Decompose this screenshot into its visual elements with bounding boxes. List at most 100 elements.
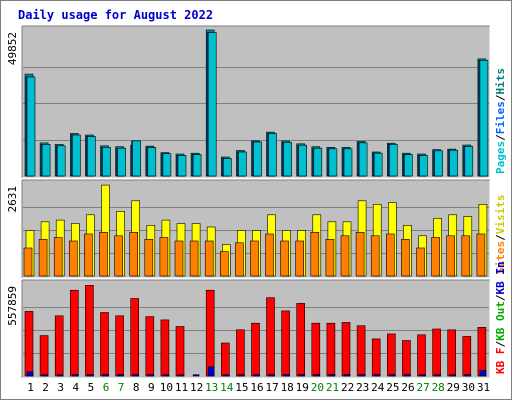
bar-visits-sites-10	[159, 237, 169, 277]
bar-hits-pages-30	[464, 146, 474, 177]
bar-kbytes-kb-in-29	[449, 374, 457, 377]
x-tick-label-13: 13	[205, 381, 218, 394]
bar-visits-sites-24	[370, 235, 380, 277]
bar-visits-sites-13	[204, 240, 214, 277]
panel-kbytes-legend-item-2: KB Out	[494, 301, 507, 341]
bar-kbytes-kb-in-25	[388, 374, 396, 377]
bar-visits-sites-22	[340, 235, 350, 277]
bar-kbytes-kb-in-13	[207, 366, 215, 377]
bar-kbytes-kb-in-26	[404, 374, 411, 377]
bar-hits-pages-27	[419, 155, 428, 177]
bar-kbytes-kb-f-7	[115, 315, 124, 377]
bar-hits-pages-5	[87, 136, 96, 177]
bar-visits-sites-23	[355, 232, 365, 277]
bar-visits-sites-28	[431, 237, 440, 277]
bar-hits-pages-20	[313, 147, 323, 177]
bar-kbytes-kb-f-11	[175, 326, 185, 377]
chart-panels: 49852Pages/Files/Hits2631Sites/Visits557…	[6, 25, 507, 379]
bar-hits-pages-1	[26, 76, 36, 177]
bar-kbytes-kb-in-15	[238, 374, 245, 377]
x-tick-label-27: 27	[416, 381, 429, 394]
panel-visits-max-label: 2631	[6, 186, 19, 213]
bar-kbytes-kb-f-15	[236, 329, 245, 377]
bar-kbytes-kb-f-13	[205, 289, 215, 377]
panel-visits-legend-item-1: /	[494, 234, 507, 241]
bar-kbytes-kb-f-10	[160, 319, 170, 377]
series-visits-sites	[23, 232, 486, 277]
bar-kbytes-kb-f-31	[477, 326, 487, 377]
x-tick-label-20: 20	[311, 381, 324, 394]
bar-kbytes-kb-f-17	[266, 297, 275, 377]
bar-visits-sites-3	[53, 237, 63, 277]
bar-hits-pages-3	[56, 145, 66, 177]
bar-hits-pages-8	[132, 140, 141, 177]
bar-visits-sites-31	[476, 233, 486, 277]
bar-kbytes-kb-f-24	[371, 338, 381, 377]
bar-hits-pages-7	[117, 147, 126, 177]
x-tick-label-6: 6	[103, 381, 110, 394]
bar-visits-sites-26	[401, 239, 410, 277]
bar-kbytes-kb-in-17	[268, 374, 275, 377]
bar-kbytes-kb-in-22	[343, 374, 351, 377]
bar-visits-sites-2	[38, 239, 48, 277]
series-hits-pages	[26, 32, 489, 177]
panel-hits-legend-item-3: /	[494, 94, 507, 101]
bar-visits-sites-16	[250, 240, 259, 277]
panel-visits-legend-item-0: Sites	[494, 241, 507, 274]
x-tick-label-5: 5	[88, 381, 95, 394]
series-kbytes-kb-in	[26, 366, 487, 377]
bar-kbytes-kb-in-30	[464, 374, 472, 377]
bar-hits-pages-6	[102, 147, 111, 177]
bar-kbytes-kb-f-19	[296, 303, 306, 377]
x-tick-label-8: 8	[133, 381, 140, 394]
x-tick-label-21: 21	[326, 381, 339, 394]
bar-kbytes-kb-in-28	[434, 374, 441, 377]
panel-visits-legend-item-2: Visits	[494, 195, 507, 235]
bar-kbytes-kb-in-19	[298, 374, 306, 377]
bar-hits-pages-11	[177, 155, 187, 177]
bar-visits-sites-14	[220, 251, 229, 277]
x-tick-label-11: 11	[175, 381, 188, 394]
bar-hits-pages-2	[41, 144, 51, 177]
bar-kbytes-kb-in-24	[373, 374, 381, 377]
x-tick-label-16: 16	[250, 381, 263, 394]
bar-kbytes-kb-in-31	[479, 369, 487, 377]
bar-hits-pages-15	[238, 151, 247, 177]
x-tick-label-4: 4	[72, 381, 79, 394]
panel-kbytes-max-label: 557859	[6, 286, 19, 326]
bar-hits-pages-9	[147, 147, 157, 177]
bar-kbytes-kb-in-4	[72, 374, 79, 377]
bar-kbytes-kb-f-14	[221, 342, 230, 377]
bar-visits-sites-18	[280, 240, 289, 277]
bar-kbytes-kb-in-27	[419, 374, 426, 377]
bar-hits-pages-25	[388, 144, 398, 177]
bar-kbytes-kb-in-7	[117, 374, 124, 377]
panel-hits-max-label: 49852	[6, 32, 19, 65]
x-tick-label-31: 31	[477, 381, 490, 394]
bar-visits-sites-9	[144, 239, 154, 277]
bar-kbytes-kb-f-18	[281, 310, 290, 377]
x-tick-label-2: 2	[42, 381, 49, 394]
bar-kbytes-kb-in-21	[328, 374, 336, 377]
bar-kbytes-kb-f-28	[432, 328, 441, 377]
bar-visits-sites-7	[114, 235, 123, 277]
bar-kbytes-kb-f-8	[130, 298, 139, 377]
bar-visits-sites-5	[84, 233, 93, 277]
bar-kbytes-kb-in-1	[26, 371, 34, 377]
panel-visits: 2631 Sites/Visits	[6, 179, 507, 279]
bar-hits-pages-31	[479, 59, 489, 177]
x-tick-label-18: 18	[281, 381, 294, 394]
panel-hits-legend-item-1: /	[494, 134, 507, 141]
bar-kbytes-kb-in-14	[223, 374, 230, 377]
bar-kbytes-kb-f-16	[251, 322, 260, 377]
panel-kbytes-legend-item-4: KB In	[494, 261, 507, 294]
x-tick-label-7: 7	[118, 381, 125, 394]
bar-hits-pages-28	[434, 150, 443, 177]
bar-hits-pages-13	[207, 32, 217, 177]
bar-hits-pages-17	[268, 133, 277, 177]
bar-visits-sites-20	[310, 232, 320, 277]
bar-kbytes-kb-in-18	[283, 374, 290, 377]
x-axis: 1 2 3 4 5 6 7 8 9 10 11 12 13 14 15 16 17 18 19 20 21 22 23 24 2…	[27, 381, 490, 394]
